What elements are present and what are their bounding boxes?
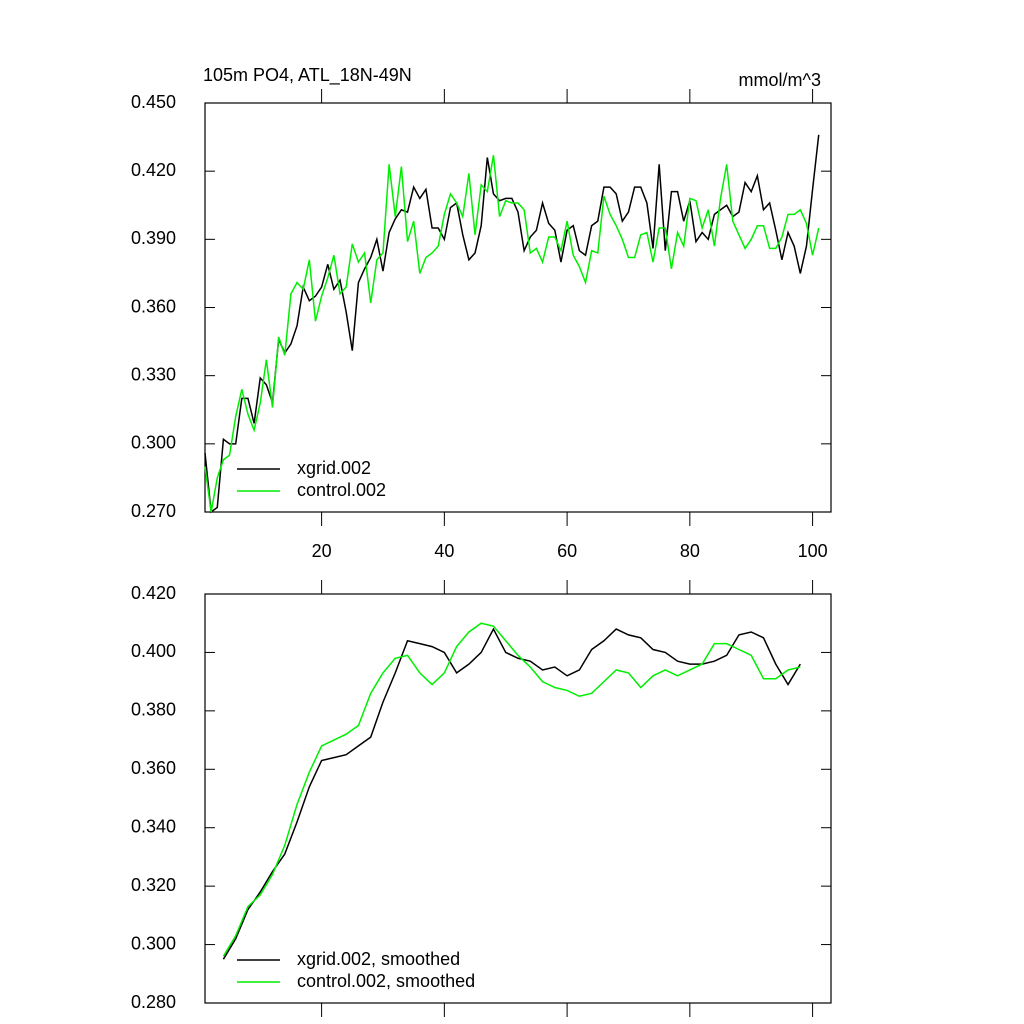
x-tick-label: 60 [557, 541, 577, 561]
y-tick-label: 0.420 [131, 160, 176, 180]
y-tick-label: 0.380 [131, 700, 176, 720]
series-line [204, 134, 820, 514]
series-line [222, 627, 801, 960]
series-line [222, 622, 801, 957]
y-tick-label: 0.420 [131, 583, 176, 603]
y-tick-label: 0.340 [131, 816, 176, 836]
y-tick-label: 0.390 [131, 228, 176, 248]
y-tick-label: 0.320 [131, 875, 176, 895]
legend-label: xgrid.002 [297, 458, 371, 478]
y-tick-label: 0.360 [131, 758, 176, 778]
legend-label: control.002 [297, 480, 386, 500]
y-tick-label: 0.300 [131, 933, 176, 953]
legend-label: xgrid.002, smoothed [297, 949, 460, 969]
y-tick-label: 0.360 [131, 296, 176, 316]
units-label: mmol/m^3 [739, 70, 821, 90]
x-tick-label: 100 [798, 541, 828, 561]
y-tick-label: 0.400 [131, 641, 176, 661]
y-tick-label: 0.280 [131, 992, 176, 1012]
y-tick-label: 0.270 [131, 501, 176, 521]
y-tick-label: 0.330 [131, 364, 176, 384]
y-tick-label: 0.300 [131, 433, 176, 453]
series-line [204, 155, 820, 513]
x-tick-label: 80 [680, 541, 700, 561]
plot-frame [204, 593, 832, 1004]
y-tick-label: 0.450 [131, 92, 176, 112]
legend-label: control.002, smoothed [297, 971, 475, 991]
x-tick-label: 40 [434, 541, 454, 561]
panel-title: 105m PO4, ATL_18N-49N [203, 65, 412, 86]
x-tick-label: 20 [312, 541, 332, 561]
